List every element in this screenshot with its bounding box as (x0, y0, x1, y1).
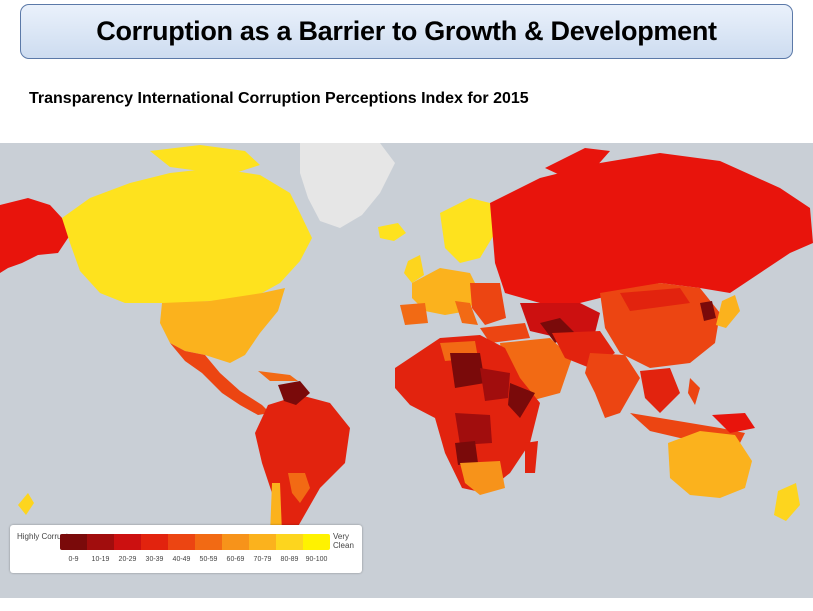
page-title: Corruption as a Barrier to Growth & Deve… (96, 16, 717, 46)
legend-swatch (60, 534, 87, 550)
region-caribbean (258, 371, 298, 381)
region-eastern-europe (470, 283, 506, 325)
region-north-korea (700, 301, 716, 321)
region-southern-africa (460, 461, 505, 495)
region-australia (668, 431, 752, 498)
region-libya (450, 353, 485, 388)
region-india (585, 353, 640, 418)
legend-swatch (222, 534, 249, 550)
region-somalia (508, 383, 535, 418)
region-papua-new-guinea (712, 413, 755, 433)
region-venezuela (278, 381, 310, 405)
legend-swatch (87, 534, 114, 550)
region-russia (490, 153, 813, 303)
region-mexico-central-america (170, 343, 270, 415)
legend-swatch (195, 534, 222, 550)
region-iceland (378, 223, 406, 241)
map-subtitle: Transparency International Corruption Pe… (29, 90, 529, 107)
region-iberia (400, 303, 428, 325)
region-scandinavia (440, 198, 495, 263)
world-map (0, 143, 813, 598)
region-japan (716, 295, 740, 328)
region-italy (455, 301, 478, 325)
region-madagascar (525, 441, 538, 473)
region-southeast-asia (640, 368, 680, 413)
legend-swatch (276, 534, 303, 550)
legend-range-label: 90-100 (305, 556, 328, 563)
region-sudan (480, 368, 510, 401)
region-southern-cone (288, 473, 310, 503)
region-central-africa (455, 413, 492, 445)
title-banner: Corruption as a Barrier to Growth & Deve… (20, 4, 793, 59)
legend-swatch (168, 534, 195, 550)
legend-range-label: 30-39 (145, 556, 164, 563)
region-turkey (480, 323, 530, 343)
legend-range-label: 10-19 (91, 556, 110, 563)
world-map-svg (0, 143, 813, 598)
legend-low-label: Highly Corrupt (17, 532, 69, 541)
legend-color-scale (60, 534, 330, 550)
legend-range-label: 70-79 (253, 556, 272, 563)
legend-range-label: 20-29 (118, 556, 137, 563)
legend-high-label: Very Clean (333, 532, 354, 550)
legend-swatch (114, 534, 141, 550)
legend-range-label: 0-9 (68, 556, 79, 563)
map-legend: Highly Corrupt Very Clean 0-9 10-19 20-29 3… (10, 525, 362, 573)
legend-swatch (303, 534, 330, 550)
legend-tick-labels: 0-9 10-19 20-29 30-39 40-49 50-59 60-69 70-79 80… (60, 556, 330, 563)
region-pacific-islands (18, 493, 34, 515)
region-usa (160, 288, 285, 363)
region-mongolia (620, 288, 690, 311)
region-canada (62, 168, 312, 303)
region-uk (404, 255, 424, 283)
region-new-zealand (774, 483, 800, 521)
region-angola (455, 441, 478, 465)
legend-range-label: 50-59 (199, 556, 218, 563)
legend-range-label: 40-49 (172, 556, 191, 563)
region-novaya-zemlya (545, 148, 610, 175)
legend-range-label: 80-89 (280, 556, 299, 563)
legend-swatch (141, 534, 168, 550)
region-arctic-islands (150, 145, 260, 173)
region-philippines (688, 378, 700, 405)
region-greenland (300, 143, 395, 228)
region-alaska (0, 198, 70, 273)
legend-range-label: 60-69 (226, 556, 245, 563)
legend-swatch (249, 534, 276, 550)
